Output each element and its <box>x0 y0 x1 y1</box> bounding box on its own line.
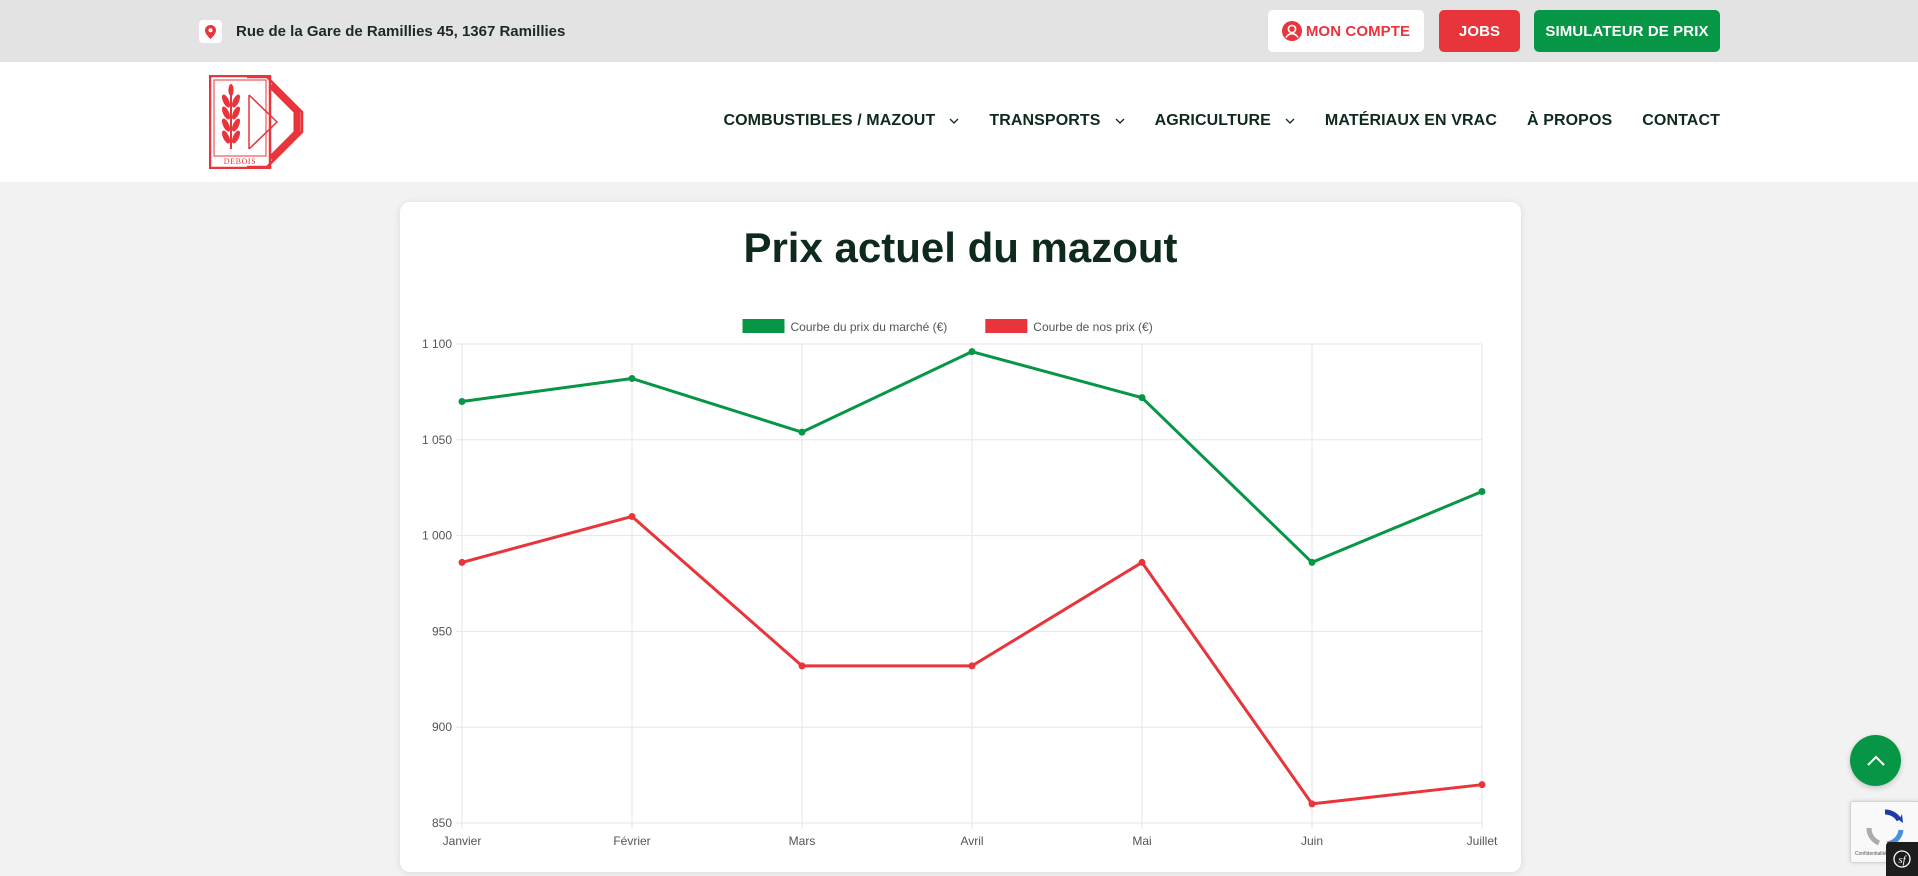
x-tick-label: Avril <box>960 834 983 848</box>
chevron-down-icon <box>1115 118 1125 124</box>
account-button[interactable]: MON COMPTE <box>1268 10 1424 52</box>
x-tick-label: Juillet <box>1467 834 1498 848</box>
x-tick-label: Février <box>613 834 650 848</box>
y-tick-label: 1 000 <box>422 529 452 543</box>
x-tick-label: Janvier <box>443 834 482 848</box>
data-point <box>1478 781 1486 789</box>
x-tick-label: Mai <box>1132 834 1151 848</box>
data-point <box>798 662 806 670</box>
main-nav: COMBUSTIBLES / MAZOUT TRANSPORTS AGRICUL… <box>723 112 1720 130</box>
y-tick-label: 900 <box>432 720 452 734</box>
data-point <box>628 512 636 520</box>
data-point <box>968 348 976 356</box>
nav-item-label: CONTACT <box>1642 112 1720 129</box>
logo-text: DEBOIS <box>224 157 257 166</box>
legend-label: Courbe de nos prix (€) <box>1033 320 1152 334</box>
page-title: Prix actuel du mazout <box>743 224 1178 271</box>
data-point <box>1308 558 1316 566</box>
x-tick-label: Mars <box>789 834 816 848</box>
data-point <box>1308 800 1316 808</box>
data-point <box>1478 488 1486 496</box>
data-point <box>628 374 636 382</box>
price-chart-card: Prix actuel du mazout 1 100 1 050 1 000 950… <box>400 202 1521 872</box>
legend-label: Courbe du prix du marché (€) <box>791 320 948 334</box>
address: Rue de la Gare de Ramillies 45, 1367 Ram… <box>199 20 565 43</box>
price-line-chart: 1 100 1 050 1 000 950 900 850 Janvier Février Ma… <box>422 319 1498 848</box>
nav-item-materiaux[interactable]: MATÉRIAUX EN VRAC <box>1325 112 1497 130</box>
nav-item-label: AGRICULTURE <box>1154 112 1271 129</box>
data-point <box>1138 558 1146 566</box>
nav-item-transports[interactable]: TRANSPORTS <box>989 112 1125 130</box>
nav-item-a-propos[interactable]: À PROPOS <box>1527 112 1612 130</box>
symfony-icon: sf <box>1893 850 1911 868</box>
legend-swatch <box>742 319 785 333</box>
user-circle-icon <box>1281 21 1302 41</box>
recaptcha-text: Confidentialité - Conditions <box>1855 851 1915 857</box>
account-button-label: MON COMPTE <box>1305 22 1411 40</box>
y-tick-label: 950 <box>432 624 452 638</box>
y-tick-label: 1 100 <box>422 337 452 351</box>
data-point <box>458 558 466 566</box>
nav-item-label: COMBUSTIBLES / MAZOUT <box>723 112 936 129</box>
price-simulator-button[interactable]: SIMULATEUR DE PRIX <box>1534 10 1720 52</box>
location-pin-icon <box>199 20 222 43</box>
data-point <box>798 428 806 436</box>
logo[interactable]: DEBOIS <box>208 74 304 170</box>
nav-item-agriculture[interactable]: AGRICULTURE <box>1155 112 1295 130</box>
y-tick-label: 850 <box>432 816 452 830</box>
jobs-button[interactable]: JOBS <box>1439 10 1520 52</box>
legend-swatch <box>985 319 1028 333</box>
top-bar: Rue de la Gare de Ramillies 45, 1367 Ram… <box>0 0 1918 62</box>
svg-text:sf: sf <box>1898 854 1907 866</box>
data-point <box>1138 394 1146 402</box>
chevron-down-icon <box>1285 118 1295 124</box>
x-tick-label: Juin <box>1301 834 1323 848</box>
y-tick-label: 1 050 <box>422 433 452 447</box>
symfony-toolbar-toggle[interactable]: sf <box>1886 842 1918 876</box>
chevron-down-icon <box>949 118 959 124</box>
data-point <box>968 662 976 670</box>
site-header: DEBOIS COMBUSTIBLES / MAZOUT TRANSPORTS … <box>0 62 1918 182</box>
chevron-up-icon <box>1866 755 1885 766</box>
nav-item-contact[interactable]: CONTACT <box>1642 112 1720 130</box>
nav-item-label: TRANSPORTS <box>989 112 1101 129</box>
address-text: Rue de la Gare de Ramillies 45, 1367 Ram… <box>236 23 566 40</box>
data-point <box>458 397 466 405</box>
nav-item-label: À PROPOS <box>1527 112 1613 129</box>
nav-item-label: MATÉRIAUX EN VRAC <box>1324 112 1497 129</box>
scroll-top-button[interactable] <box>1850 735 1901 786</box>
nav-item-combustibles[interactable]: COMBUSTIBLES / MAZOUT <box>723 112 959 130</box>
